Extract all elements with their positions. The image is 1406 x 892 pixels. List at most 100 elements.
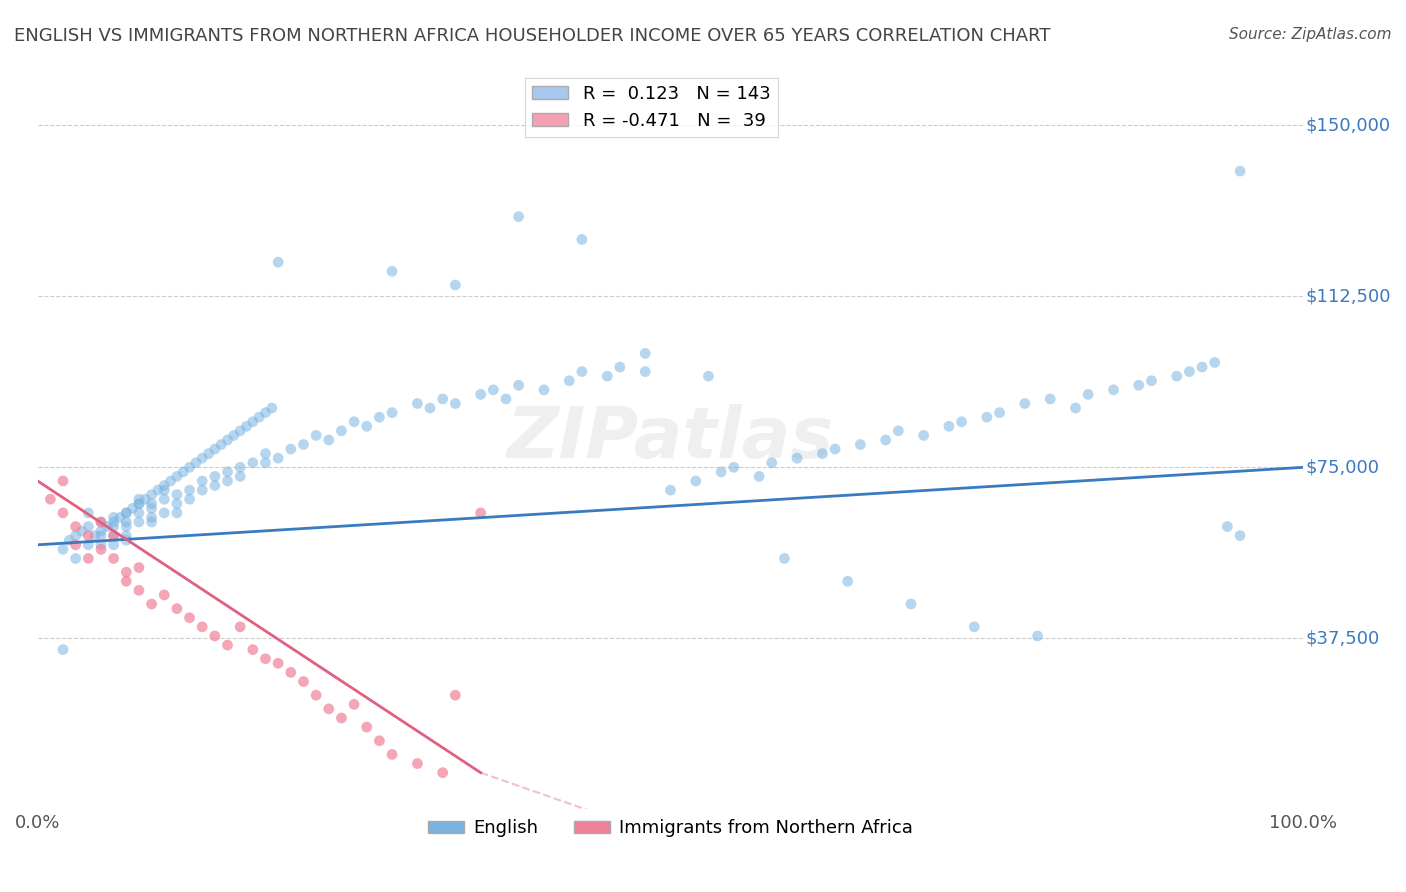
Point [1166, 369, 1188, 384]
Point [77, 519, 100, 533]
Point [153, 506, 176, 520]
Point [141, 510, 163, 524]
Point [292, 674, 315, 689]
Point [166, 488, 188, 502]
Point [495, 392, 517, 406]
Point [52, 642, 75, 657]
Point [90, 538, 112, 552]
Point [292, 437, 315, 451]
Point [172, 465, 194, 479]
Point [761, 456, 783, 470]
Point [368, 410, 391, 425]
Point [432, 392, 454, 406]
Point [103, 519, 125, 533]
Point [103, 551, 125, 566]
Point [191, 483, 214, 497]
Point [217, 638, 239, 652]
Point [77, 529, 100, 543]
Point [229, 469, 252, 483]
Point [254, 447, 277, 461]
Point [976, 410, 998, 425]
Point [368, 733, 391, 747]
Point [912, 428, 935, 442]
Point [432, 765, 454, 780]
Point [330, 424, 353, 438]
Point [470, 506, 492, 520]
Point [209, 437, 232, 451]
Point [217, 433, 239, 447]
Point [83, 529, 105, 543]
Point [96, 519, 118, 533]
Point [1216, 519, 1239, 533]
Point [356, 720, 378, 734]
Point [115, 533, 138, 548]
Point [254, 456, 277, 470]
Point [280, 442, 302, 456]
Point [1229, 529, 1251, 543]
Point [242, 642, 264, 657]
Point [179, 460, 201, 475]
Point [217, 465, 239, 479]
Point [786, 451, 808, 466]
Point [242, 415, 264, 429]
Point [938, 419, 960, 434]
Point [571, 365, 593, 379]
Point [77, 551, 100, 566]
Point [710, 465, 733, 479]
Point [204, 442, 226, 456]
Point [444, 278, 467, 293]
Point [596, 369, 619, 384]
Point [58, 533, 80, 548]
Point [267, 657, 290, 671]
Point [146, 483, 169, 497]
Point [1014, 396, 1036, 410]
Point [381, 406, 404, 420]
Point [634, 365, 657, 379]
Point [634, 346, 657, 360]
Point [204, 469, 226, 483]
Point [103, 515, 125, 529]
Point [356, 419, 378, 434]
Point [115, 565, 138, 579]
Point [108, 510, 131, 524]
Point [824, 442, 846, 456]
Point [90, 529, 112, 543]
Point [141, 501, 163, 516]
Point [141, 497, 163, 511]
Point [1102, 383, 1125, 397]
Point [153, 492, 176, 507]
Text: $75,000: $75,000 [1306, 458, 1379, 476]
Point [179, 483, 201, 497]
Point [1178, 365, 1201, 379]
Point [1128, 378, 1150, 392]
Point [470, 387, 492, 401]
Point [1204, 355, 1226, 369]
Point [558, 374, 581, 388]
Point [254, 651, 277, 665]
Point [115, 519, 138, 533]
Point [141, 488, 163, 502]
Point [166, 506, 188, 520]
Point [65, 551, 87, 566]
Point [191, 474, 214, 488]
Point [115, 529, 138, 543]
Point [508, 378, 530, 392]
Point [166, 497, 188, 511]
Point [330, 711, 353, 725]
Text: $112,500: $112,500 [1306, 287, 1392, 305]
Point [39, 492, 62, 507]
Point [1229, 164, 1251, 178]
Point [179, 611, 201, 625]
Point [235, 419, 257, 434]
Point [128, 497, 150, 511]
Point [153, 588, 176, 602]
Point [115, 506, 138, 520]
Point [988, 406, 1011, 420]
Point [533, 383, 555, 397]
Point [70, 524, 93, 538]
Point [159, 474, 181, 488]
Point [837, 574, 859, 589]
Point [247, 410, 270, 425]
Point [128, 497, 150, 511]
Point [1140, 374, 1163, 388]
